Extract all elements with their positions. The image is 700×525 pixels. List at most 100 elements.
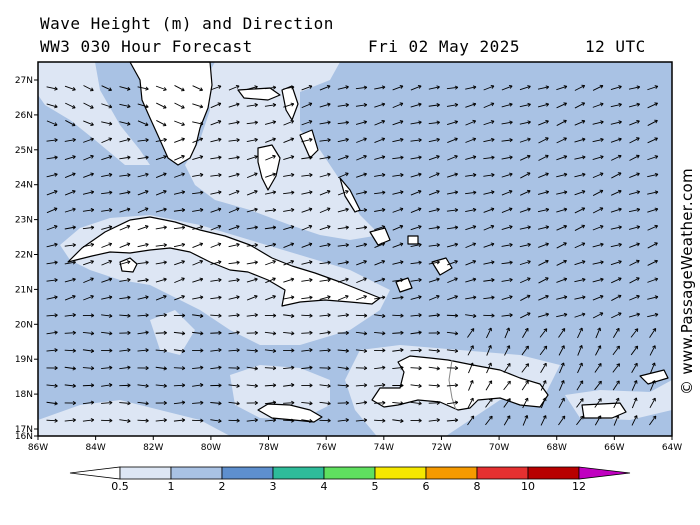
wave-arrow [556, 119, 567, 126]
lat-label: 26N [15, 111, 33, 121]
wave-arrow [228, 383, 240, 388]
west-caribbean-low-zone [38, 400, 230, 436]
wave-arrow [374, 383, 386, 388]
wave-arrow [155, 243, 167, 248]
map-frame [37, 61, 673, 437]
wave-arrow [522, 397, 529, 409]
wave-arrow [210, 348, 222, 353]
colorbar-label: 0.5 [111, 480, 129, 493]
wave-arrow [594, 363, 602, 373]
wave-arrow [265, 137, 276, 143]
wave-arrow [410, 225, 422, 231]
jamaica-low-zone [230, 365, 330, 420]
wave-arrow [246, 85, 258, 90]
wave-arrow [319, 401, 331, 406]
wave-arrow [355, 225, 368, 230]
wave-arrow [210, 224, 222, 231]
cuba [67, 216, 381, 307]
wave-arrow [155, 294, 167, 301]
wave-arrow [374, 85, 386, 90]
wave-arrow [467, 345, 474, 356]
wave-arrow [410, 260, 422, 265]
wave-arrow [647, 224, 658, 231]
wave-arrow [538, 242, 549, 248]
wave-arrow [446, 242, 459, 248]
wave-arrow [556, 85, 568, 91]
wave-arrow [574, 172, 586, 178]
wave-arrow [503, 380, 511, 391]
wave-arrow [101, 259, 113, 266]
wave-arrow [265, 295, 276, 301]
gulf-low-zone [38, 62, 150, 165]
wave-arrow [173, 383, 186, 388]
wave-arrow [210, 383, 222, 388]
wave-arrow [246, 207, 258, 213]
wave-arrow [613, 415, 620, 426]
wave-arrow [355, 348, 368, 353]
wave-arrow [540, 415, 547, 426]
wave-arrow [428, 85, 440, 90]
wave-arrow [155, 400, 167, 406]
wave-arrow [337, 383, 349, 388]
wave-arrow [556, 242, 567, 249]
wave-arrow [465, 173, 477, 178]
wave-arrow [558, 415, 566, 426]
wave-arrow [192, 259, 204, 266]
wave-arrow [410, 401, 422, 406]
wave-arrow [647, 137, 658, 144]
wave-arrow [374, 102, 386, 108]
wave-arrow [264, 418, 277, 423]
wave-arrow [577, 345, 583, 356]
wave-arrow [483, 84, 495, 91]
wave-arrow [64, 348, 76, 353]
wave-arrow [519, 207, 531, 213]
wave-arrow [192, 400, 204, 405]
wave-arrow [82, 313, 95, 318]
wave-arrow [392, 155, 404, 160]
wave-arrow [137, 172, 149, 178]
wave-arrow [522, 327, 529, 338]
wave-arrow [428, 155, 440, 161]
wave-arrow [522, 415, 529, 426]
wave-arrow [356, 154, 367, 161]
colorbar-label: 4 [321, 480, 328, 493]
wave-arrow [577, 327, 583, 339]
wave-arrow [356, 260, 367, 266]
wave-arrow [246, 277, 258, 283]
wave-arrow [410, 207, 422, 214]
hispaniola [371, 355, 549, 411]
wave-arrow [337, 348, 349, 353]
wave-arrow [283, 383, 295, 388]
wave-arrow [83, 85, 94, 92]
wave-arrow [521, 345, 529, 356]
wave-arrow [301, 102, 313, 109]
wave-arrow [355, 85, 368, 90]
wave-arrow [246, 225, 258, 230]
wave-arrow [173, 313, 186, 318]
haiti-dr-border [448, 359, 457, 411]
wave-arrow [630, 328, 639, 338]
wave-arrow [355, 190, 368, 195]
wave-arrow [264, 225, 277, 230]
wave-arrow [467, 415, 475, 426]
wave-arrow [501, 120, 513, 125]
wave-arrow [428, 243, 440, 248]
wave-arrow [137, 190, 149, 196]
wave-arrow [337, 400, 349, 405]
wave-arrow [629, 277, 640, 284]
wave-arrow [46, 260, 58, 265]
wave-arrow [538, 119, 549, 126]
wave-arrow [410, 189, 422, 196]
wave-arrow [392, 260, 404, 265]
wave-arrow [156, 120, 167, 127]
wave-arrow [629, 172, 640, 178]
wave-arrow [210, 295, 222, 300]
forecast-label: WW3 030 Hour Forecast [40, 37, 253, 56]
wave-arrow [595, 327, 602, 339]
wave-arrow [65, 120, 76, 127]
wave-arrow [301, 313, 313, 318]
lon-label: 66W [604, 443, 624, 453]
wave-arrow [446, 190, 459, 195]
wave-arrow [210, 418, 222, 423]
wave-arrow [174, 260, 185, 266]
